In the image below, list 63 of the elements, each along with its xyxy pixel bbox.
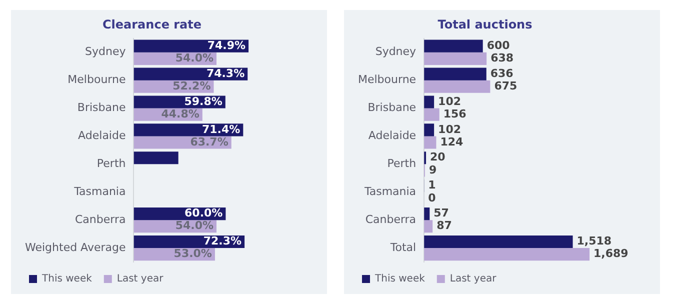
chart-title: Clearance rate bbox=[102, 17, 202, 32]
data-label: 44.8% bbox=[161, 107, 200, 120]
bar bbox=[424, 136, 436, 149]
data-label: 600 bbox=[486, 38, 510, 52]
y-tick-label: Canberra bbox=[365, 212, 416, 226]
legend-label: Last year bbox=[116, 274, 164, 285]
data-label: 53.0% bbox=[174, 247, 212, 260]
y-tick-label: Canberra bbox=[74, 212, 126, 226]
data-label: 60.0% bbox=[184, 206, 223, 220]
y-tick-label: Perth bbox=[96, 157, 126, 170]
chart-title: Total auctions bbox=[438, 17, 532, 32]
data-label: 72.3% bbox=[203, 234, 242, 248]
data-label: 102 bbox=[438, 122, 462, 136]
data-label: 59.8% bbox=[184, 94, 222, 108]
bar bbox=[424, 80, 490, 93]
data-label: 1 bbox=[428, 178, 436, 192]
data-label: 636 bbox=[490, 66, 514, 80]
y-tick-label: Weighted Average bbox=[24, 240, 126, 254]
bar bbox=[424, 248, 590, 261]
data-label: 1,518 bbox=[576, 234, 612, 248]
data-label: 102 bbox=[438, 94, 462, 108]
data-label: 0 bbox=[428, 191, 436, 204]
bar bbox=[134, 68, 248, 80]
data-label: 1,689 bbox=[594, 247, 628, 260]
data-label: 156 bbox=[443, 107, 467, 120]
data-label: 63.7% bbox=[190, 135, 228, 148]
data-label: 675 bbox=[494, 79, 518, 92]
y-tick-label: Adelaide bbox=[78, 129, 126, 142]
data-label: 87 bbox=[436, 219, 452, 232]
bar bbox=[424, 40, 483, 52]
legend-label: This week bbox=[41, 274, 92, 285]
data-label: 9 bbox=[428, 163, 437, 176]
bar bbox=[424, 235, 573, 248]
data-label: 74.9% bbox=[207, 38, 246, 52]
y-tick-label: Brisbane bbox=[77, 101, 126, 114]
legend-label: This week bbox=[374, 274, 426, 285]
data-label: 57 bbox=[434, 206, 449, 220]
y-tick-label: Melbourne bbox=[358, 73, 416, 86]
data-label: 54.0% bbox=[175, 52, 214, 65]
bar bbox=[134, 152, 178, 164]
y-tick-label: Tasmania bbox=[363, 184, 416, 198]
data-label: 638 bbox=[490, 52, 514, 65]
bar bbox=[424, 96, 434, 108]
data-label: 54.0% bbox=[175, 219, 214, 232]
y-tick-label: Melbourne bbox=[68, 73, 126, 86]
bar bbox=[424, 220, 433, 233]
y-tick-label: Adelaide bbox=[368, 129, 416, 142]
bar bbox=[424, 52, 487, 65]
y-tick-label: Sydney bbox=[85, 45, 126, 58]
legend-label: Last year bbox=[450, 274, 498, 285]
data-label: 20 bbox=[430, 150, 446, 164]
data-label: 124 bbox=[440, 135, 464, 148]
y-tick-label: Tasmania bbox=[73, 184, 126, 198]
y-tick-label: Total bbox=[389, 240, 416, 254]
bar bbox=[424, 108, 440, 121]
y-tick-label: Sydney bbox=[375, 45, 417, 58]
data-label: 71.4% bbox=[202, 122, 240, 136]
data-label: 52.2% bbox=[172, 79, 211, 92]
y-tick-label: Perth bbox=[387, 157, 416, 170]
data-label: 74.3% bbox=[206, 66, 245, 80]
bar bbox=[424, 124, 434, 136]
y-tick-label: Brisbane bbox=[368, 101, 416, 114]
bar bbox=[424, 68, 486, 80]
